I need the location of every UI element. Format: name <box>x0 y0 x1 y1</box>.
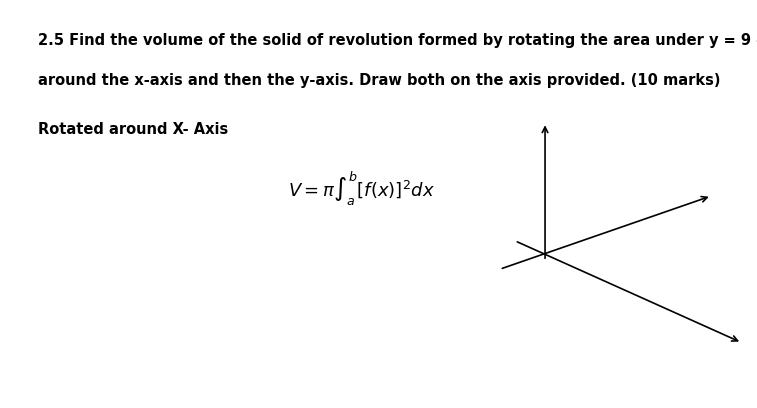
Text: $V = \pi \int_a^b [f(x)]^2 dx$: $V = \pi \int_a^b [f(x)]^2 dx$ <box>288 169 435 208</box>
Text: Rotated around X- Axis: Rotated around X- Axis <box>38 122 228 137</box>
Text: 2.5 Find the volume of the solid of revolution formed by rotating the area under: 2.5 Find the volume of the solid of revo… <box>38 33 757 48</box>
Text: around the x-axis and then the y-axis. Draw both on the axis provided. (10 marks: around the x-axis and then the y-axis. D… <box>38 73 721 89</box>
